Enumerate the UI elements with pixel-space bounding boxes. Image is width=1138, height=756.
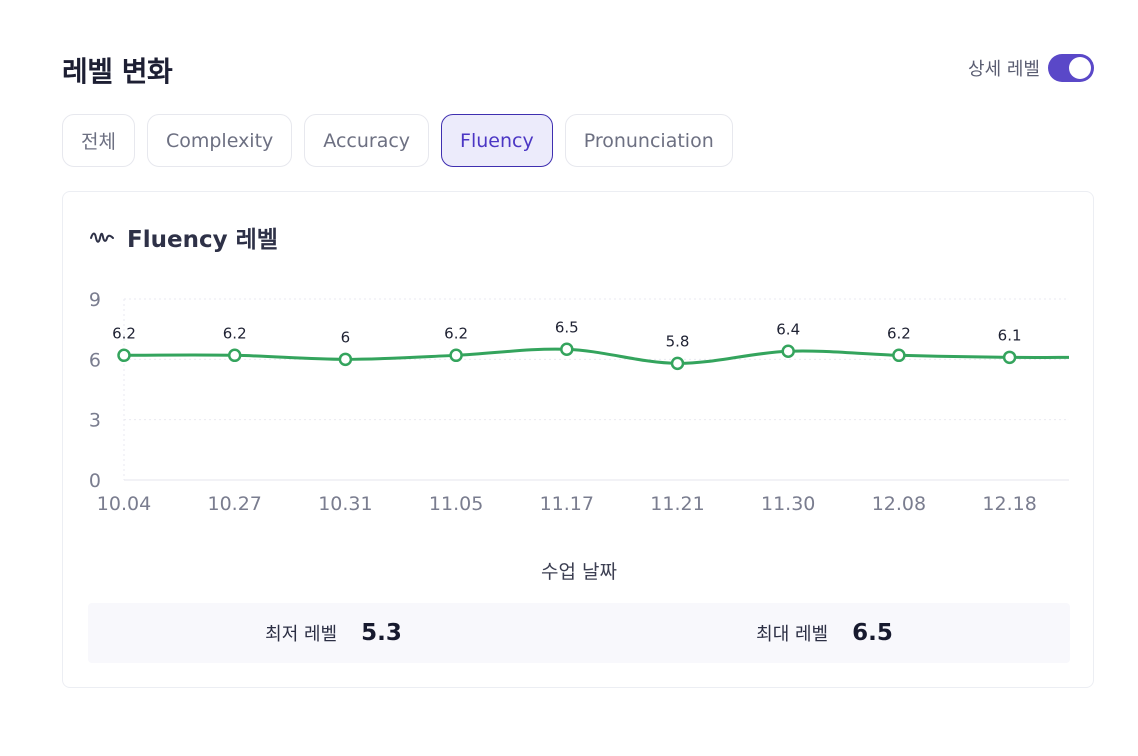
x-tick-label: 12.08 xyxy=(872,493,926,515)
metric-tabs: 전체 Complexity Accuracy Fluency Pronuncia… xyxy=(62,114,733,167)
x-tick-label: 10.04 xyxy=(97,493,151,515)
data-label: 6.5 xyxy=(555,318,579,336)
x-tick-label: 10.27 xyxy=(207,493,261,515)
y-tick-label: 9 xyxy=(89,289,101,311)
switch-knob xyxy=(1069,57,1091,79)
data-label: 6.1 xyxy=(998,326,1022,344)
detail-level-switch[interactable] xyxy=(1048,54,1094,82)
min-level-label: 최저 레벨 xyxy=(265,624,338,645)
series-line xyxy=(123,347,1070,365)
data-point xyxy=(117,348,131,363)
max-level: 최대 레벨 6.5 xyxy=(579,603,1070,663)
y-tick-label: 6 xyxy=(89,349,101,371)
tab-complexity[interactable]: Complexity xyxy=(146,114,293,167)
x-tick-label: 10.31 xyxy=(318,493,372,515)
detail-level-toggle[interactable]: 상세 레벨 xyxy=(968,54,1094,82)
data-label: 6.2 xyxy=(887,324,911,342)
data-point xyxy=(781,344,795,359)
data-point xyxy=(1002,350,1017,365)
data-label: 6 xyxy=(341,328,351,346)
data-point xyxy=(338,352,353,367)
data-label: 6.2 xyxy=(112,324,136,342)
data-label: 5.8 xyxy=(666,332,690,350)
tab-accuracy[interactable]: Accuracy xyxy=(304,114,430,167)
data-point xyxy=(227,348,242,363)
x-tick-label: 11.17 xyxy=(540,493,594,515)
y-tick-label: 0 xyxy=(89,470,101,492)
data-point xyxy=(670,356,685,371)
fluency-chart-card: 0 3 6 9 10.04 10.27 10.31 11.05 11.17 11.21 11.30 1… xyxy=(62,191,1094,688)
y-tick-label: 3 xyxy=(89,410,101,432)
tab-pronunciation[interactable]: Pronunciation xyxy=(564,114,733,167)
x-tick-label: 12.18 xyxy=(982,493,1036,515)
tab-all[interactable]: 전체 xyxy=(62,114,135,167)
data-label: 6.2 xyxy=(223,324,247,342)
x-tick-label: 11.05 xyxy=(429,493,483,515)
min-level-value: 5.3 xyxy=(361,620,402,646)
card-title: Fluency 레벨 xyxy=(127,227,278,253)
card-header: Fluency 레벨 xyxy=(89,220,278,254)
fluency-line-chart: 0 3 6 9 10.04 10.27 10.31 11.05 11.17 11.21 11.30 1… xyxy=(89,289,1070,583)
level-summary: 최저 레벨 5.3 최대 레벨 6.5 xyxy=(88,603,1070,663)
x-tick-label: 11.21 xyxy=(650,493,704,515)
wave-icon xyxy=(90,232,114,243)
data-point xyxy=(449,348,463,363)
tab-fluency[interactable]: Fluency xyxy=(441,114,553,167)
x-axis-title: 수업 날짜 xyxy=(541,561,617,583)
detail-level-label: 상세 레벨 xyxy=(968,59,1040,80)
min-level: 최저 레벨 5.3 xyxy=(88,603,579,663)
x-tick-label: 11.30 xyxy=(761,493,815,515)
page-title: 레벨 변화 xyxy=(62,55,173,88)
max-level-value: 6.5 xyxy=(852,620,893,646)
data-point xyxy=(560,342,574,357)
data-label: 6.4 xyxy=(776,320,800,338)
data-point xyxy=(892,348,906,363)
max-level-label: 최대 레벨 xyxy=(756,624,829,645)
data-label: 6.2 xyxy=(444,324,468,342)
